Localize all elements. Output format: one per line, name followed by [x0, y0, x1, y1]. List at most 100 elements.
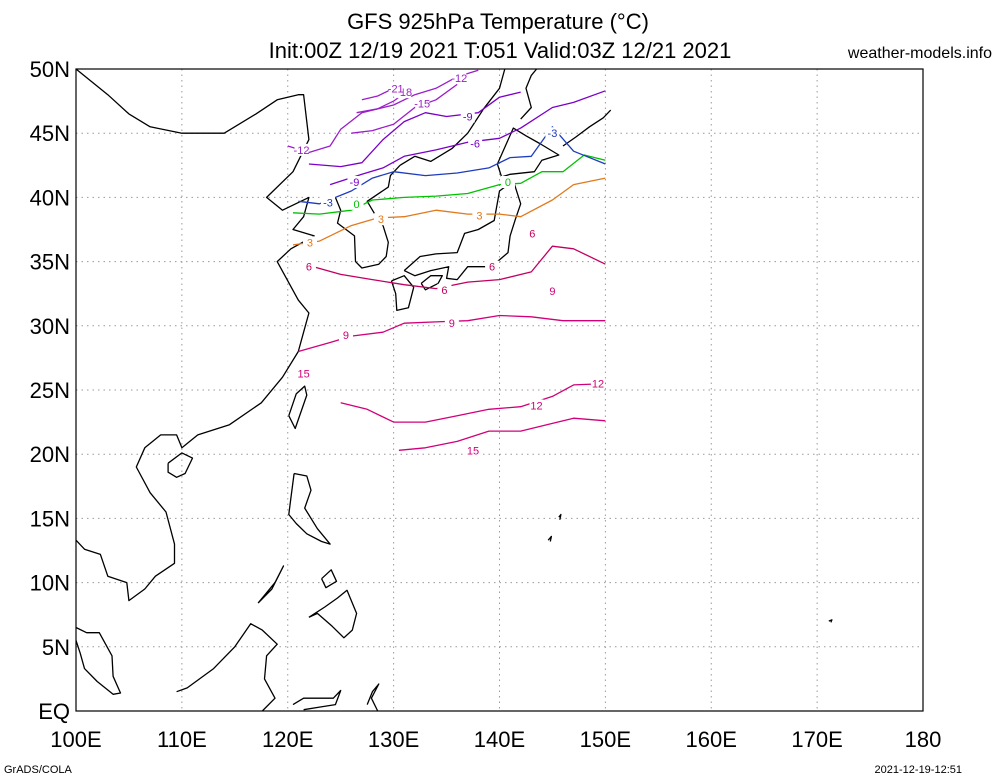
coastline-kurils: [562, 109, 612, 147]
coastline-mindanao: [308, 589, 358, 639]
contour-label: -3: [323, 198, 333, 210]
isotherm-minus9: [308, 91, 521, 168]
contour-label-bg: [485, 260, 500, 273]
isotherm-3: [292, 177, 606, 246]
graticule-grid: [76, 69, 923, 711]
lon-tick-label: 180: [905, 727, 942, 752]
coastline-guam: [547, 535, 553, 542]
lon-tick-label: 160E: [686, 727, 737, 752]
contour-label-bg: [444, 317, 459, 330]
contour-label: 9: [549, 286, 555, 298]
contour-label: 6: [529, 228, 535, 240]
contour-label: 3: [476, 210, 482, 222]
contour-label: 15: [467, 445, 479, 457]
map-frame: [75, 68, 924, 712]
lat-tick-label: 40N: [30, 185, 70, 210]
contour-label-bg: [529, 399, 544, 412]
contour-label-bg: [301, 260, 316, 273]
contour-label: 6: [306, 262, 312, 274]
coastline-china-coast: [75, 68, 315, 602]
coastline-hokkaido: [496, 127, 560, 178]
footer-software: GrADS/COLA: [4, 764, 72, 776]
contour-label-bg: [437, 283, 452, 296]
contour-label: 0: [354, 199, 360, 211]
contour-label: -12: [451, 73, 467, 85]
lat-tick-label: 45N: [30, 121, 70, 146]
footer-timestamp: 2021-12-19-12:51: [874, 764, 962, 776]
chart-title: GFS 925hPa Temperature (°C): [347, 9, 649, 34]
contour-label: -15: [414, 99, 430, 111]
lat-tick-label: EQ: [38, 699, 70, 724]
coastline-sea-of-japan-coast: [399, 68, 506, 166]
coastline-shikoku: [420, 275, 443, 291]
contour-label: 12: [530, 400, 542, 412]
contour-label-bg: [590, 377, 605, 390]
coastline-luzon: [288, 472, 331, 545]
lat-tick-label: 15N: [30, 506, 70, 531]
coastline-honshu: [403, 180, 522, 281]
lat-tick-label: 50N: [30, 57, 70, 82]
isotherm-15: [398, 417, 606, 451]
lon-tick-label: 140E: [474, 727, 525, 752]
contour-label: 0: [505, 177, 511, 189]
coastline-korea: [334, 164, 401, 269]
coastline-borneo-north: [176, 623, 278, 712]
isotherm-minus3: [298, 126, 606, 205]
lat-tick-label: 30N: [30, 314, 70, 339]
coastline-halmahera: [366, 683, 380, 712]
isotherm-6: [308, 245, 606, 290]
contour-label-bg: [500, 175, 515, 188]
contour-label: -3: [548, 128, 558, 140]
lon-tick-label: 130E: [368, 727, 419, 752]
contour-label: 6: [441, 285, 447, 297]
axis-tick-labels: 100E 110E 120E 130E 140E 150E 160E 170E 180 50N 45…: [30, 57, 942, 752]
contour-label: 9: [449, 318, 455, 330]
coastline-palawan: [257, 565, 285, 604]
lat-tick-label: 10N: [30, 571, 70, 596]
isotherm-12: [340, 382, 606, 423]
contour-label-bg: [296, 367, 311, 380]
lon-tick-label: 110E: [157, 727, 207, 752]
contour-label-bg: [349, 197, 364, 210]
contour-label: 12: [592, 379, 604, 391]
contour-label-bg: [294, 143, 309, 156]
contour-label-bg: [320, 196, 335, 209]
coastline-kyushu: [390, 275, 415, 312]
contour-label: -9: [350, 177, 360, 189]
contour-label-bg: [460, 110, 475, 123]
contour-label: -12: [294, 145, 310, 157]
contour-label-bg: [525, 227, 540, 240]
contour-label-bg: [472, 209, 487, 222]
isotherm-minus15: [351, 83, 458, 134]
contour-label: 3: [307, 237, 313, 249]
lon-tick-label: 100E: [50, 727, 101, 752]
contour-label-bg: [302, 236, 317, 249]
coastline-sumatra-malaya: [75, 626, 122, 695]
contour-label: 6: [489, 262, 495, 274]
coastline-sulawesi: [292, 689, 342, 711]
contour-label: 15: [298, 368, 310, 380]
isotherm-0: [292, 154, 606, 215]
contour-label: -21: [388, 83, 404, 95]
isotherm-minus21: [361, 87, 394, 101]
lon-tick-label: 120E: [262, 727, 313, 752]
lon-tick-label: 170E: [791, 727, 842, 752]
lat-tick-label: 25N: [30, 378, 70, 403]
contour-label: 3: [378, 214, 384, 226]
contour-label: -6: [470, 138, 480, 150]
coastlines: [75, 68, 833, 712]
contour-label-bg: [338, 328, 353, 341]
contour-label-bg: [347, 175, 362, 188]
contour-label-bg: [466, 444, 481, 457]
coastline-mariana: [558, 513, 562, 520]
contour-label-bg: [468, 137, 483, 150]
coastline-visayas: [321, 569, 338, 589]
lon-tick-label: 150E: [580, 727, 631, 752]
contour-label-bg: [373, 213, 388, 226]
contour-label-bg: [388, 82, 403, 95]
lat-tick-label: 5N: [42, 635, 70, 660]
contour-labels: 15 15 12 12 9 9 9 6 6 6 6 3 3 3 0 0 -3 -3 -6 -9 -9 -12 -12 -15-…: [294, 71, 605, 457]
contour-label-bg: [545, 127, 560, 140]
coastline-taiwan: [288, 385, 308, 430]
